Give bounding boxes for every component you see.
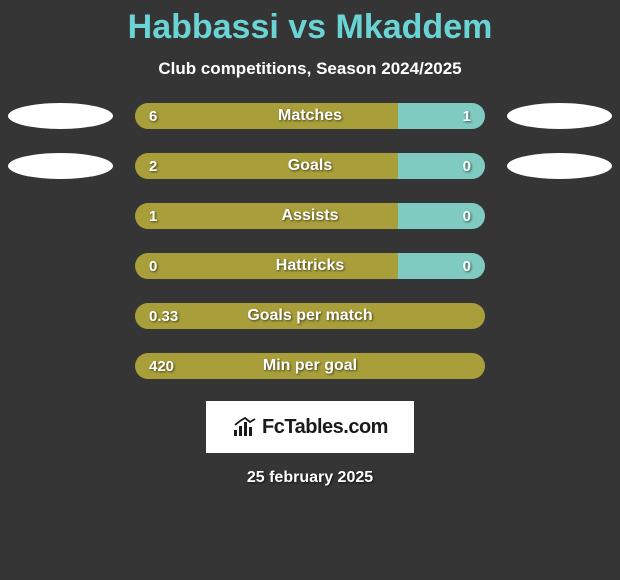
stat-bar-left: 2 — [135, 153, 398, 179]
player-right-marker — [507, 103, 612, 129]
stat-value-right: 0 — [463, 158, 471, 175]
stats-area: 6 1 Matches 2 0 Goals 1 0 Assists 0 0 Hattricks 0.33… — [0, 103, 620, 379]
stat-bar: 0 0 Hattricks — [135, 253, 485, 279]
stat-bar: 6 1 Matches — [135, 103, 485, 129]
stat-bar: 420 Min per goal — [135, 353, 485, 379]
stat-label: Hattricks — [276, 257, 344, 275]
stat-bar: 1 0 Assists — [135, 203, 485, 229]
stat-label: Goals per match — [247, 307, 372, 325]
player-left-marker — [8, 153, 113, 179]
page-title: Habbassi vs Mkaddem — [128, 8, 493, 47]
stat-value-left: 420 — [149, 358, 174, 375]
stat-bar-left: 1 — [135, 203, 398, 229]
stat-value-right: 1 — [463, 108, 471, 125]
stat-row: 2 0 Goals — [0, 153, 620, 179]
date-text: 25 february 2025 — [247, 469, 373, 487]
stat-row: 1 0 Assists — [0, 203, 620, 229]
stat-bar-right: 1 — [398, 103, 486, 129]
logo-text: FcTables.com — [262, 416, 388, 439]
stat-value-left: 0 — [149, 258, 157, 275]
player-right-marker — [507, 153, 612, 179]
stat-value-left: 1 — [149, 208, 157, 225]
stat-label: Matches — [278, 107, 342, 125]
stat-bar-right: 0 — [398, 153, 486, 179]
stat-row: 6 1 Matches — [0, 103, 620, 129]
stat-value-right: 0 — [463, 208, 471, 225]
stat-row: 420 Min per goal — [0, 353, 620, 379]
stat-bar-right: 0 — [398, 253, 486, 279]
player-left-marker — [8, 103, 113, 129]
stat-value-right: 0 — [463, 258, 471, 275]
comparison-card: Habbassi vs Mkaddem Club competitions, S… — [0, 0, 620, 487]
stat-value-left: 0.33 — [149, 308, 178, 325]
stat-bar-left: 0 — [135, 253, 398, 279]
stat-label: Goals — [288, 157, 332, 175]
stat-bar-right: 0 — [398, 203, 486, 229]
fctables-logo[interactable]: FcTables.com — [206, 401, 414, 453]
chart-icon — [232, 416, 258, 438]
stat-row: 0 0 Hattricks — [0, 253, 620, 279]
stat-label: Assists — [282, 207, 339, 225]
stat-value-left: 2 — [149, 158, 157, 175]
stat-bar-left: 6 — [135, 103, 398, 129]
stat-label: Min per goal — [263, 357, 357, 375]
stat-bar: 0.33 Goals per match — [135, 303, 485, 329]
stat-value-left: 6 — [149, 108, 157, 125]
subtitle: Club competitions, Season 2024/2025 — [158, 59, 461, 79]
stat-row: 0.33 Goals per match — [0, 303, 620, 329]
stat-bar: 2 0 Goals — [135, 153, 485, 179]
